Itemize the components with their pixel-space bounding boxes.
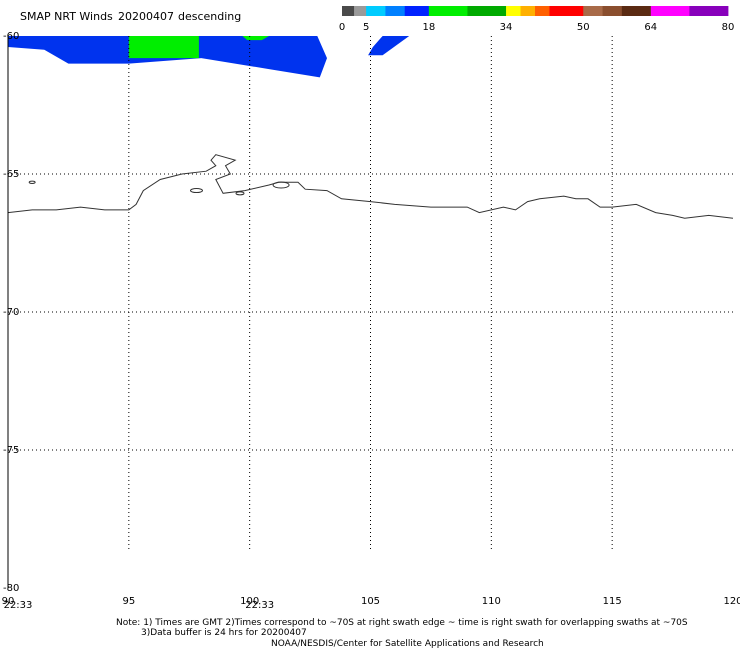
wind-swath (242, 36, 269, 41)
coastline-segment (7, 154, 734, 219)
longitude-label: 120 (723, 596, 740, 607)
longitude-labels: 90 95 100 105 110 115 120 (2, 596, 740, 607)
colorbar-segment (342, 6, 355, 16)
colorbar-segment (428, 6, 468, 16)
wind-swath (368, 36, 410, 56)
colorbar-segment (366, 6, 386, 16)
island (272, 181, 290, 189)
colorbar-segment (385, 6, 406, 16)
colorbar-tick-label: 0 (339, 22, 345, 33)
latitude-label: -60 (3, 31, 19, 42)
colorbar-segment (650, 6, 690, 16)
colorbar-segment (602, 6, 623, 16)
latitude-label: -80 (3, 583, 19, 594)
colorbar-labels: 0 5 18 34 50 64 80 (339, 22, 735, 33)
longitude-label: 110 (482, 596, 501, 607)
longitude-label: 95 (122, 596, 135, 607)
colorbar-segment (506, 6, 521, 16)
colorbar-segment (354, 6, 367, 16)
colorbar-segment (689, 6, 729, 16)
longitude-label: 115 (603, 596, 622, 607)
map-date: 20200407 (118, 10, 174, 23)
coastline (7, 154, 734, 219)
colorbar-segment (520, 6, 536, 16)
island (235, 191, 245, 196)
latitude-labels: -60 -65 -70 -75 -80 (3, 31, 19, 594)
island (190, 188, 203, 194)
colorbar-segment (404, 6, 430, 16)
colorbar-segment (621, 6, 652, 16)
graticule (8, 36, 733, 550)
island (28, 180, 36, 184)
latitude-label: -75 (3, 445, 19, 456)
note-line-2: 3)Data buffer is 24 hrs for 20200407 (141, 628, 307, 638)
wind-swaths (8, 36, 410, 78)
latitude-label: -70 (3, 307, 19, 318)
longitude-label: 100 (240, 596, 259, 607)
swath-time-label: 22:33 (4, 600, 33, 611)
longitude-label: 105 (361, 596, 380, 607)
swath-time-label: 22:33 (245, 600, 274, 611)
wind-swath (128, 36, 199, 59)
map-title: SMAP NRT Winds (20, 10, 113, 23)
swath-time-labels: 22:33 22:33 (4, 600, 274, 611)
credit-line: NOAA/NESDIS/Center for Satellite Applica… (271, 639, 544, 649)
latitude-label: -65 (3, 169, 19, 180)
colorbar-segment (583, 6, 603, 16)
wind-speed-colorbar (342, 6, 729, 16)
colorbar-segment (467, 6, 507, 16)
map-pass: descending (178, 10, 241, 23)
colorbar-tick-label: 50 (577, 22, 590, 33)
colorbar-tick-label: 18 (422, 22, 435, 33)
colorbar-segment (535, 6, 550, 16)
note-line-1: Note: 1) Times are GMT 2)Times correspon… (116, 618, 688, 628)
colorbar-segment (549, 6, 584, 16)
colorbar-tick-label: 64 (644, 22, 657, 33)
colorbar-tick-label: 34 (500, 22, 513, 33)
colorbar-tick-label: 5 (363, 22, 369, 33)
colorbar-tick-label: 80 (722, 22, 735, 33)
longitude-label: 90 (2, 596, 15, 607)
